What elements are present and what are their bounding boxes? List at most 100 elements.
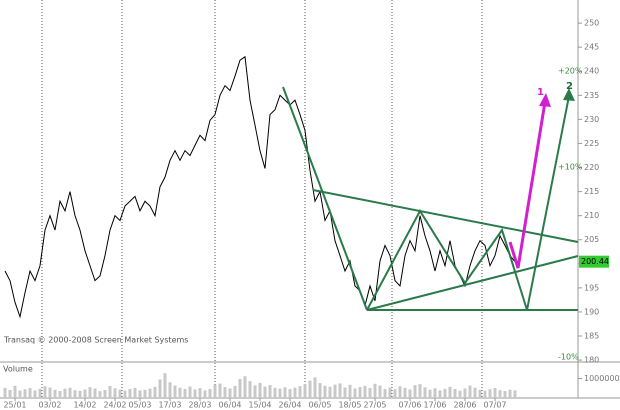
volume-bar	[453, 389, 457, 398]
volume-bar	[148, 388, 152, 398]
volume-bar	[58, 391, 62, 398]
volume-bar	[398, 386, 402, 398]
volume-bar	[53, 389, 57, 398]
volume-bar	[353, 388, 357, 398]
green-trendlines	[282, 86, 579, 311]
volume-bar	[318, 383, 322, 398]
y-tick-label: 245	[584, 43, 599, 52]
volume-bar	[403, 387, 407, 398]
volume-bar	[38, 388, 42, 398]
volume-bar	[143, 389, 147, 398]
x-tick-label: 28/06	[453, 401, 476, 410]
x-tick-label: 07/06	[398, 401, 421, 410]
x-tick-label: 06/05	[308, 401, 331, 410]
annotation: -10%	[558, 353, 579, 362]
volume-bar	[373, 383, 377, 398]
volume-bar	[413, 385, 417, 398]
rising-support-line	[366, 255, 579, 311]
volume-bar	[193, 389, 197, 398]
volume-bar	[68, 387, 72, 398]
volume-bar	[118, 389, 122, 398]
volume-bar	[378, 385, 382, 398]
volume-bar	[138, 390, 142, 398]
x-tick-label: 14/02	[73, 401, 96, 410]
volume-bar	[368, 388, 372, 398]
x-tick-label: 18/05	[338, 401, 361, 410]
volume-bar	[358, 387, 362, 398]
volume-bar	[273, 387, 277, 398]
volume-bar	[223, 387, 227, 398]
y-tick-label: 220	[584, 163, 599, 172]
volume-bar	[133, 387, 137, 398]
volume-bar	[503, 391, 507, 398]
volume-bar	[113, 388, 117, 398]
annotation: +10%	[558, 163, 583, 172]
x-tick-label: 24/02	[103, 401, 126, 410]
volume-bar	[498, 390, 502, 398]
volume-bar	[348, 384, 352, 398]
y-tick-label: 225	[584, 139, 599, 148]
x-tick-label: 26/04	[278, 401, 301, 410]
volume-bar	[168, 382, 172, 398]
volume-bar	[388, 387, 392, 398]
volume-bar	[278, 388, 282, 398]
footer: Transaq © 2000-2008 Screen Market System…	[3, 336, 188, 345]
volume-bar	[18, 390, 22, 398]
volume-bar	[88, 387, 92, 398]
x-tick-label: 05/03	[128, 401, 151, 410]
volume-bar	[383, 388, 387, 398]
magenta-projection	[508, 93, 551, 269]
trend-line	[282, 86, 368, 311]
y-tick-label: 180	[584, 356, 599, 365]
last-value-label: 200.44	[581, 257, 609, 266]
resistance-line	[312, 189, 579, 243]
volume-bar	[248, 381, 252, 398]
volume-bar	[43, 386, 47, 398]
volume-bar	[328, 386, 332, 398]
volume-bar	[308, 380, 312, 398]
x-tick-label: 03/02	[38, 401, 61, 410]
volume-bar	[8, 390, 12, 398]
y-tick-label: 190	[584, 307, 599, 316]
volume-tick-label: 10000000	[584, 374, 620, 383]
volume-bar	[253, 385, 257, 398]
volume-label: Volume	[3, 365, 33, 374]
y-tick-label: 205	[584, 235, 599, 244]
arrow-head	[563, 88, 575, 101]
volume-bar	[448, 386, 452, 398]
volume-bar	[438, 390, 442, 398]
volume-bar	[363, 385, 367, 398]
volume-bar	[183, 388, 187, 398]
volume-bar	[233, 385, 237, 398]
volume-bar	[28, 388, 32, 398]
x-tick-label: 17/06	[423, 401, 446, 410]
volume-bar	[343, 387, 347, 398]
arrow-head	[539, 93, 551, 107]
volume-bar	[298, 386, 302, 398]
projection-line	[508, 101, 547, 269]
volume-bar	[283, 387, 287, 398]
x-tick-label: 25/01	[3, 401, 26, 410]
volume-bar	[288, 389, 292, 398]
volume-bar	[228, 388, 232, 398]
trend-drawings	[282, 86, 579, 311]
volume-bar	[188, 386, 192, 398]
volume-bar	[393, 389, 397, 398]
volume-bar	[213, 384, 217, 398]
volume-bar	[23, 389, 27, 398]
volume-bar	[433, 388, 437, 398]
volume-bar	[423, 387, 427, 398]
y-tick-label: 235	[584, 91, 599, 100]
y-tick-label: 240	[584, 67, 599, 76]
volume-bar	[158, 379, 162, 398]
annotation: +20%	[558, 67, 583, 76]
volume-bar	[323, 385, 327, 398]
volume-bar	[473, 387, 477, 398]
volume-bar	[198, 388, 202, 398]
volume-bar	[458, 390, 462, 398]
volume-bar	[263, 386, 267, 398]
y-tick-label: 210	[584, 211, 599, 220]
y-tick-label: 230	[584, 115, 599, 124]
